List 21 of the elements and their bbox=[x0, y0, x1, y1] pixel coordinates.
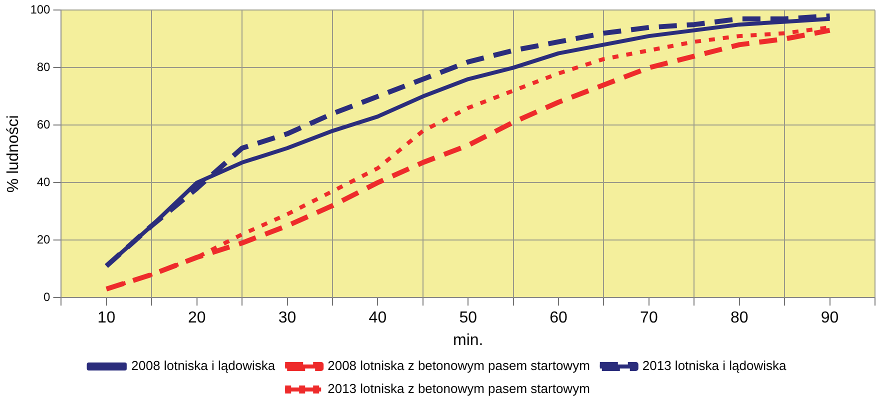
y-tick-label: 20 bbox=[36, 232, 51, 246]
y-axis-title: % ludności bbox=[5, 115, 22, 193]
x-tick-label: 90 bbox=[820, 310, 839, 327]
legend-label: 2013 lotniska i lądowiska bbox=[642, 358, 787, 374]
legend-label: 2008 lotniska z betonowym pasem startowym bbox=[328, 358, 590, 374]
x-axis-title: min. bbox=[452, 332, 484, 349]
x-tick-label: 50 bbox=[459, 310, 478, 327]
y-tick-label: 0 bbox=[44, 290, 51, 304]
y-tick-label: 40 bbox=[36, 174, 51, 189]
legend-label: 2008 lotniska i lądowiska bbox=[131, 358, 276, 374]
x-tick-label: 30 bbox=[278, 310, 296, 327]
legend-label: 2013 lotniska z betonowym pasem startowym bbox=[328, 381, 590, 396]
x-tick-label: 70 bbox=[640, 310, 658, 327]
y-tick-label: 100 bbox=[30, 2, 51, 17]
x-tick-label: 10 bbox=[98, 310, 116, 327]
y-tick-label: 80 bbox=[36, 60, 51, 74]
y-tick-label: 60 bbox=[36, 117, 51, 132]
x-tick-label: 20 bbox=[188, 310, 206, 327]
x-tick-label: 60 bbox=[550, 310, 568, 327]
x-tick-label: 80 bbox=[730, 310, 748, 327]
x-tick-label: 40 bbox=[368, 310, 387, 327]
